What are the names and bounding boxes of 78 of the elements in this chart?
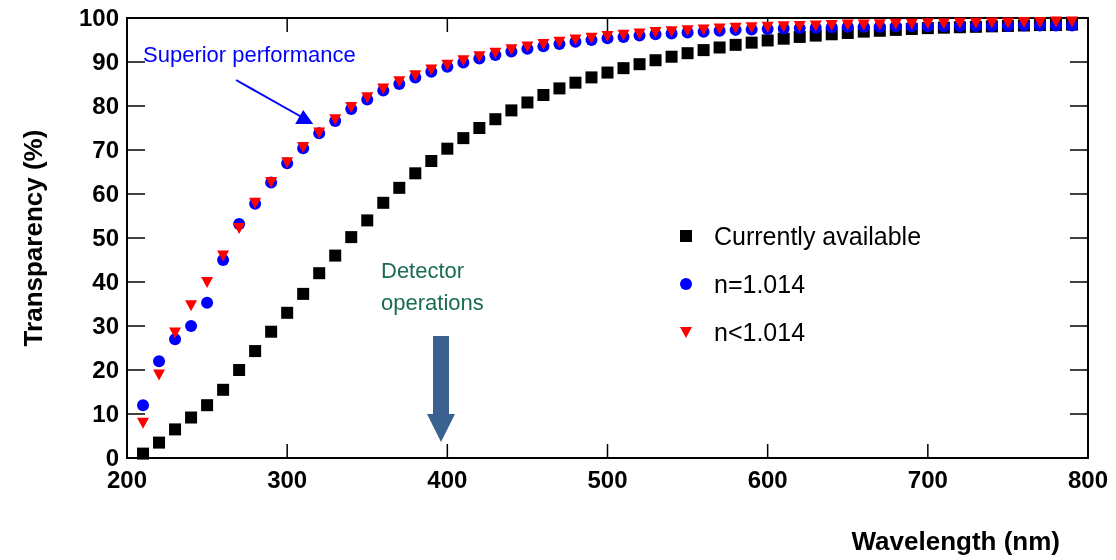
annotation: Superior performance: [143, 42, 356, 67]
point: [201, 277, 214, 288]
point: [761, 34, 774, 47]
point: [1017, 16, 1030, 28]
point: [313, 267, 326, 280]
point: [217, 383, 230, 396]
y-tick-label: 60: [92, 180, 119, 207]
point: [681, 47, 694, 60]
y-tick-label: 90: [92, 48, 119, 75]
point: [521, 96, 534, 109]
y-tick-label: 80: [92, 92, 119, 119]
point: [281, 306, 294, 319]
annotation: Detector operations: [381, 258, 484, 315]
x-tick-label: 500: [587, 466, 628, 493]
point: [425, 155, 438, 167]
point: [537, 89, 550, 101]
point: [1033, 16, 1046, 28]
point: [217, 250, 230, 262]
point: [233, 364, 246, 376]
point: [249, 345, 262, 358]
point: [265, 325, 278, 338]
point: [185, 300, 198, 312]
legend-label: n=1.014: [714, 270, 806, 298]
point: [201, 399, 214, 412]
point: [569, 76, 582, 89]
point: [697, 44, 710, 57]
x-tick-label: 400: [427, 466, 468, 493]
point: [617, 62, 630, 75]
point: [201, 296, 214, 309]
point: [233, 222, 246, 234]
point: [185, 411, 198, 424]
point: [153, 355, 166, 368]
point: [1049, 16, 1062, 28]
y-tick-label: 70: [92, 136, 119, 163]
x-axis-title: Wavelength (nm): [851, 526, 1060, 556]
legend-label: Currently available: [714, 222, 922, 250]
point: [393, 181, 406, 194]
point: [505, 104, 518, 117]
y-axis-title: Transparency (%): [18, 129, 48, 347]
point: [553, 82, 566, 95]
y-tick-label: 10: [92, 400, 119, 427]
point: [361, 214, 374, 227]
y-tick-label: 50: [92, 224, 119, 251]
point: [345, 231, 358, 244]
point: [457, 132, 470, 145]
point: [473, 122, 486, 134]
x-tick-label: 700: [907, 466, 948, 493]
y-tick-label: 20: [92, 356, 119, 383]
point: [137, 399, 150, 412]
point: [297, 287, 310, 300]
point: [713, 41, 726, 54]
point: [745, 36, 758, 49]
point: [137, 417, 150, 429]
point: [585, 71, 598, 84]
point: [153, 436, 166, 449]
point: [665, 50, 678, 63]
point: [377, 196, 390, 209]
point: [649, 54, 662, 67]
y-tick-label: 40: [92, 268, 119, 295]
point: [169, 327, 182, 339]
point: [441, 142, 454, 155]
x-tick-label: 600: [747, 466, 788, 493]
point: [777, 32, 790, 45]
point: [153, 369, 166, 381]
point: [729, 38, 742, 51]
y-tick-label: 100: [78, 4, 119, 31]
point: [185, 320, 198, 332]
x-tick-label: 800: [1067, 466, 1109, 493]
point: [633, 58, 646, 71]
y-tick-label: 30: [92, 312, 119, 339]
x-tick-label: 300: [267, 466, 308, 493]
point: [169, 423, 182, 436]
point: [329, 249, 342, 262]
point: [489, 113, 502, 126]
point: [409, 167, 422, 180]
point: [137, 447, 150, 460]
point: [601, 66, 614, 79]
legend-label: n<1.014: [714, 318, 806, 346]
